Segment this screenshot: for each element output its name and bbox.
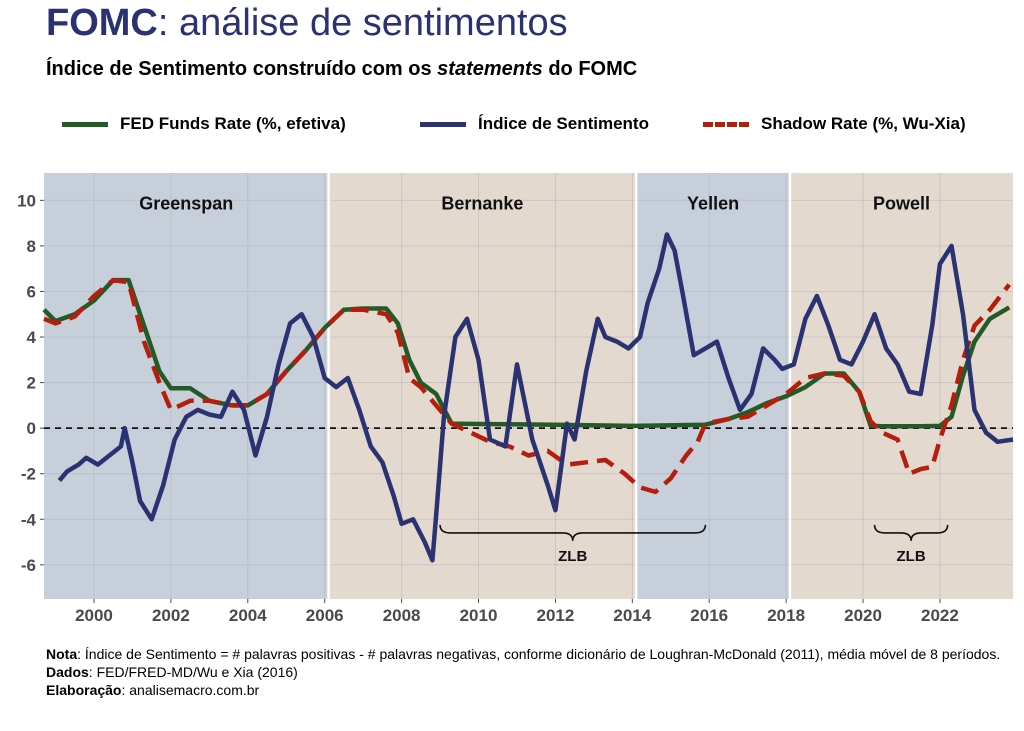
- x-tick-label: 2006: [306, 606, 344, 625]
- data-text: : FED/FRED-MD/Wu e Xia (2016): [88, 664, 298, 680]
- era-band: [636, 173, 790, 599]
- series-line-sentiment: [57, 232, 1014, 563]
- series-line-shadow: [43, 277, 1011, 495]
- page-subtitle: Índice de Sentimento construído com os s…: [46, 58, 637, 81]
- x-tick-label: 2012: [537, 606, 575, 625]
- chart-legend: FED Funds Rate (%, efetiva) Índice de Se…: [0, 110, 1024, 138]
- credit-label: Elaboração: [46, 682, 122, 698]
- legend-label-shadow: Shadow Rate (%, Wu-Xia): [761, 114, 966, 133]
- era-band: [44, 173, 329, 599]
- y-tick-label: 4: [27, 328, 37, 347]
- legend-swatch-sentiment: [420, 121, 466, 127]
- note-line: Nota: Índice de Sentimento = # palavras …: [46, 645, 1006, 663]
- x-tick-label: 2008: [383, 606, 421, 625]
- y-tick-label: 8: [27, 237, 36, 256]
- subtitle-em: statements: [437, 58, 543, 80]
- legend-item-fed: FED Funds Rate (%, efetiva): [62, 110, 346, 138]
- chart-notes: Nota: Índice de Sentimento = # palavras …: [46, 645, 1006, 699]
- x-tick-label: 2020: [844, 606, 882, 625]
- legend-item-shadow: Shadow Rate (%, Wu-Xia): [703, 110, 966, 138]
- legend-label-fed: FED Funds Rate (%, efetiva): [120, 114, 346, 133]
- x-tick-label: 2014: [613, 606, 651, 625]
- data-line: Dados: FED/FRED-MD/Wu e Xia (2016): [46, 663, 1006, 681]
- credit-text: : analisemacro.com.br: [121, 682, 260, 698]
- note-label: Nota: [46, 646, 78, 662]
- x-tick-label: 2000: [75, 606, 113, 625]
- legend-label-sentiment: Índice de Sentimento: [478, 114, 649, 133]
- y-tick-label: -6: [21, 556, 36, 575]
- y-tick-label: 0: [27, 419, 36, 438]
- page-title: FOMC: análise de sentimentos: [46, 2, 568, 45]
- era-label: Yellen: [687, 193, 739, 213]
- y-tick-label: -4: [21, 510, 37, 529]
- note-text: : Índice de Sentimento = # palavras posi…: [77, 646, 1001, 662]
- x-tick-label: 2002: [152, 606, 190, 625]
- era-label: Bernanke: [441, 193, 523, 213]
- legend-swatch-fed: [62, 121, 108, 127]
- subtitle-post: do FOMC: [542, 58, 638, 80]
- chart-plot: Greenspan Bernanke Yellen Powell ZLB ZLB -6 -4 -…: [17, 173, 1014, 625]
- era-label: Powell: [873, 193, 930, 213]
- legend-swatch-shadow: [703, 121, 749, 127]
- legend-item-sentiment: Índice de Sentimento: [420, 110, 649, 138]
- credit-line: Elaboração: analisemacro.com.br: [46, 681, 1006, 699]
- era-label: Greenspan: [139, 193, 233, 213]
- data-label: Dados: [46, 664, 89, 680]
- zlb-label: ZLB: [897, 548, 926, 565]
- y-tick-label: 2: [27, 374, 36, 393]
- zlb-label: ZLB: [558, 548, 587, 565]
- title-bold: FOMC: [46, 2, 158, 44]
- y-tick-label: 10: [17, 191, 36, 210]
- y-tick-label: -2: [21, 465, 36, 484]
- title-rest: : análise de sentimentos: [157, 2, 568, 44]
- x-tick-label: 2016: [690, 606, 728, 625]
- subtitle-pre: Índice de Sentimento construído com os: [46, 58, 438, 80]
- x-tick-label: 2022: [921, 606, 959, 625]
- x-tick-label: 2010: [460, 606, 498, 625]
- era-band: [789, 173, 1013, 599]
- y-tick-label: 6: [27, 282, 36, 301]
- x-tick-label: 2018: [767, 606, 805, 625]
- x-tick-label: 2004: [229, 606, 267, 625]
